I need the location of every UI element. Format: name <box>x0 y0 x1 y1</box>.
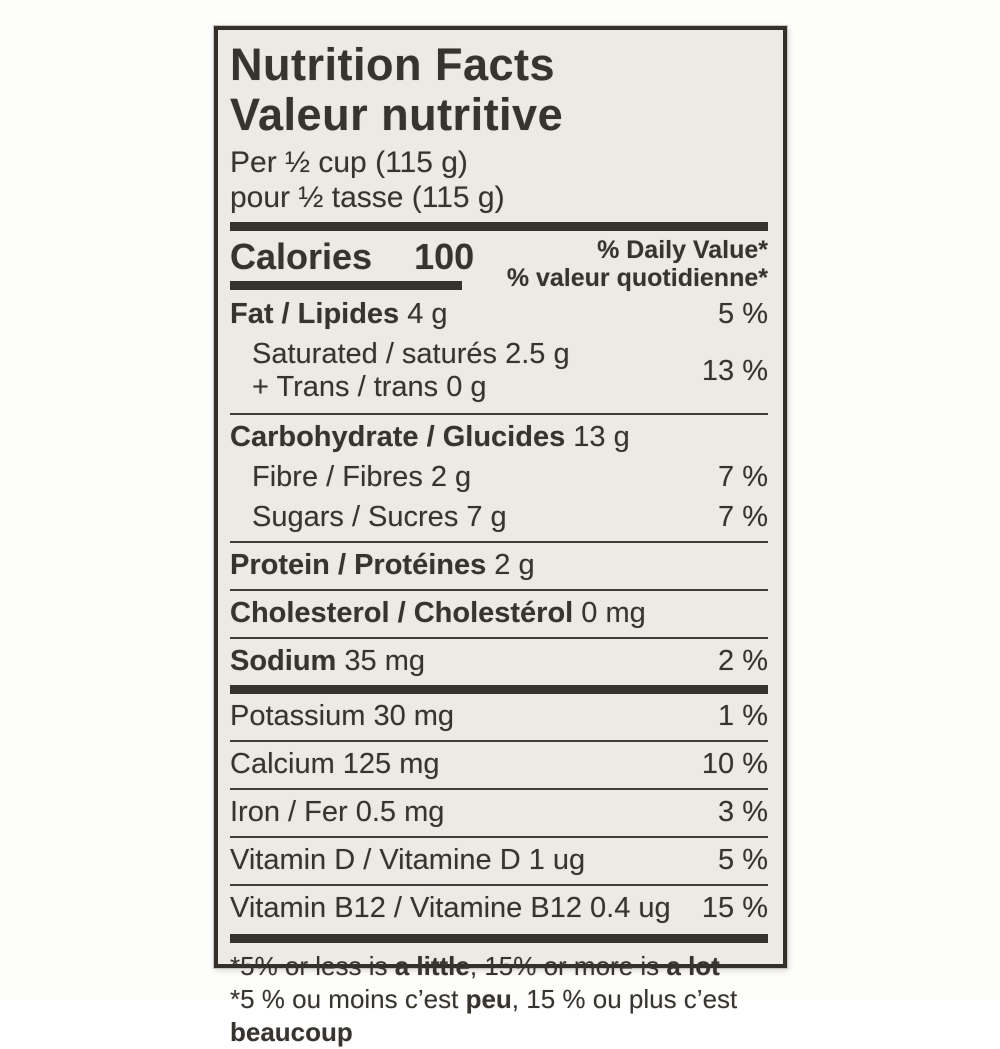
iron-daily-value: 3 % <box>718 796 768 828</box>
calories-line: Calories 100 <box>230 234 474 277</box>
carbohydrate-name: Carbohydrate / Glucides 13 g <box>230 421 630 453</box>
separator-thick-top <box>230 222 768 231</box>
serving-size-french: pour ½ tasse (115 g) <box>230 181 505 214</box>
calories-section: Calories 100 % Daily Value* % valeur quot… <box>230 234 768 292</box>
protein-name: Protein / Protéines 2 g <box>230 549 535 581</box>
title-english: Nutrition Facts <box>230 39 556 90</box>
footnote-english: *5% or less is a little, 15% or more is … <box>230 951 720 981</box>
row-iron: Iron / Fer 0.5 mg 3 % <box>230 788 768 836</box>
serving-size-english: Per ½ cup (115 g) <box>230 146 468 179</box>
row-fibre: Fibre / Fibres 2 g 7 % <box>230 461 768 501</box>
row-fat: Fat / Lipides 4 g 5 % <box>230 292 768 338</box>
daily-value-header-english: % Daily Value* <box>597 236 768 264</box>
row-sodium: Sodium 35 mg 2 % <box>230 637 768 685</box>
fat-daily-value: 5 % <box>718 298 768 330</box>
fibre-daily-value: 7 % <box>718 461 768 493</box>
daily-value-header-french: % valeur quotidienne* <box>506 264 768 292</box>
serving-size-block: Per ½ cup (115 g) pour ½ tasse (115 g) <box>230 145 768 215</box>
sodium-name: Sodium 35 mg <box>230 645 426 677</box>
calcium-daily-value: 10 % <box>701 748 768 780</box>
row-vitamin-b12: Vitamin B12 / Vitamine B12 0.4 ug 15 % <box>230 884 768 932</box>
cholesterol-name: Cholesterol / Cholestérol 0 mg <box>230 597 646 629</box>
title-french: Valeur nutritive <box>230 89 564 140</box>
saturated-trans-names: Saturated / saturés 2.5 g + Trans / tran… <box>230 338 570 404</box>
row-cholesterol: Cholesterol / Cholestérol 0 mg <box>230 589 768 637</box>
saturated-name: Saturated / saturés 2.5 g <box>252 338 570 370</box>
footnote-french: *5 % ou moins c’est peu, 15 % ou plus c’… <box>230 984 738 1047</box>
vitamin-b12-daily-value: 15 % <box>701 892 768 924</box>
fibre-name: Fibre / Fibres 2 g <box>252 461 472 493</box>
daily-value-header: % Daily Value* % valeur quotidienne* <box>507 234 768 292</box>
footnotes: *5% or less is a little, 15% or more is … <box>230 943 768 1049</box>
calories-underline-bar <box>230 281 462 290</box>
trans-name: + Trans / trans 0 g <box>252 371 487 403</box>
separator-thick-bottom <box>230 934 768 943</box>
row-carbohydrate: Carbohydrate / Glucides 13 g <box>230 413 768 461</box>
saturated-trans-daily-value: 13 % <box>701 354 768 387</box>
potassium-daily-value: 1 % <box>718 700 768 732</box>
sodium-daily-value: 2 % <box>718 645 768 677</box>
calories-block: Calories 100 <box>230 234 474 290</box>
fat-name: Fat / Lipides 4 g <box>230 298 448 330</box>
row-sugars: Sugars / Sucres 7 g 7 % <box>230 501 768 541</box>
calcium-name: Calcium 125 mg <box>230 748 440 780</box>
iron-name: Iron / Fer 0.5 mg <box>230 796 445 828</box>
sugars-daily-value: 7 % <box>718 501 768 533</box>
vitamin-d-name: Vitamin D / Vitamine D 1 ug <box>230 844 586 876</box>
separator-thick-middle <box>230 685 768 694</box>
calories-label: Calories <box>230 236 373 277</box>
row-vitamin-d: Vitamin D / Vitamine D 1 ug 5 % <box>230 836 768 884</box>
calories-value: 100 <box>414 236 475 277</box>
photo-background: Nutrition Facts Valeur nutritive Per ½ c… <box>214 26 787 1047</box>
nutrition-facts-label: Nutrition Facts Valeur nutritive Per ½ c… <box>214 26 787 1047</box>
row-potassium: Potassium 30 mg 1 % <box>230 694 768 740</box>
row-calcium: Calcium 125 mg 10 % <box>230 740 768 788</box>
row-protein: Protein / Protéines 2 g <box>230 541 768 589</box>
potassium-name: Potassium 30 mg <box>230 700 455 732</box>
sugars-name: Sugars / Sucres 7 g <box>252 501 507 533</box>
row-saturated-trans: Saturated / saturés 2.5 g + Trans / tran… <box>230 338 768 413</box>
vitamin-b12-name: Vitamin B12 / Vitamine B12 0.4 ug <box>230 892 671 924</box>
vitamin-d-daily-value: 5 % <box>718 844 768 876</box>
